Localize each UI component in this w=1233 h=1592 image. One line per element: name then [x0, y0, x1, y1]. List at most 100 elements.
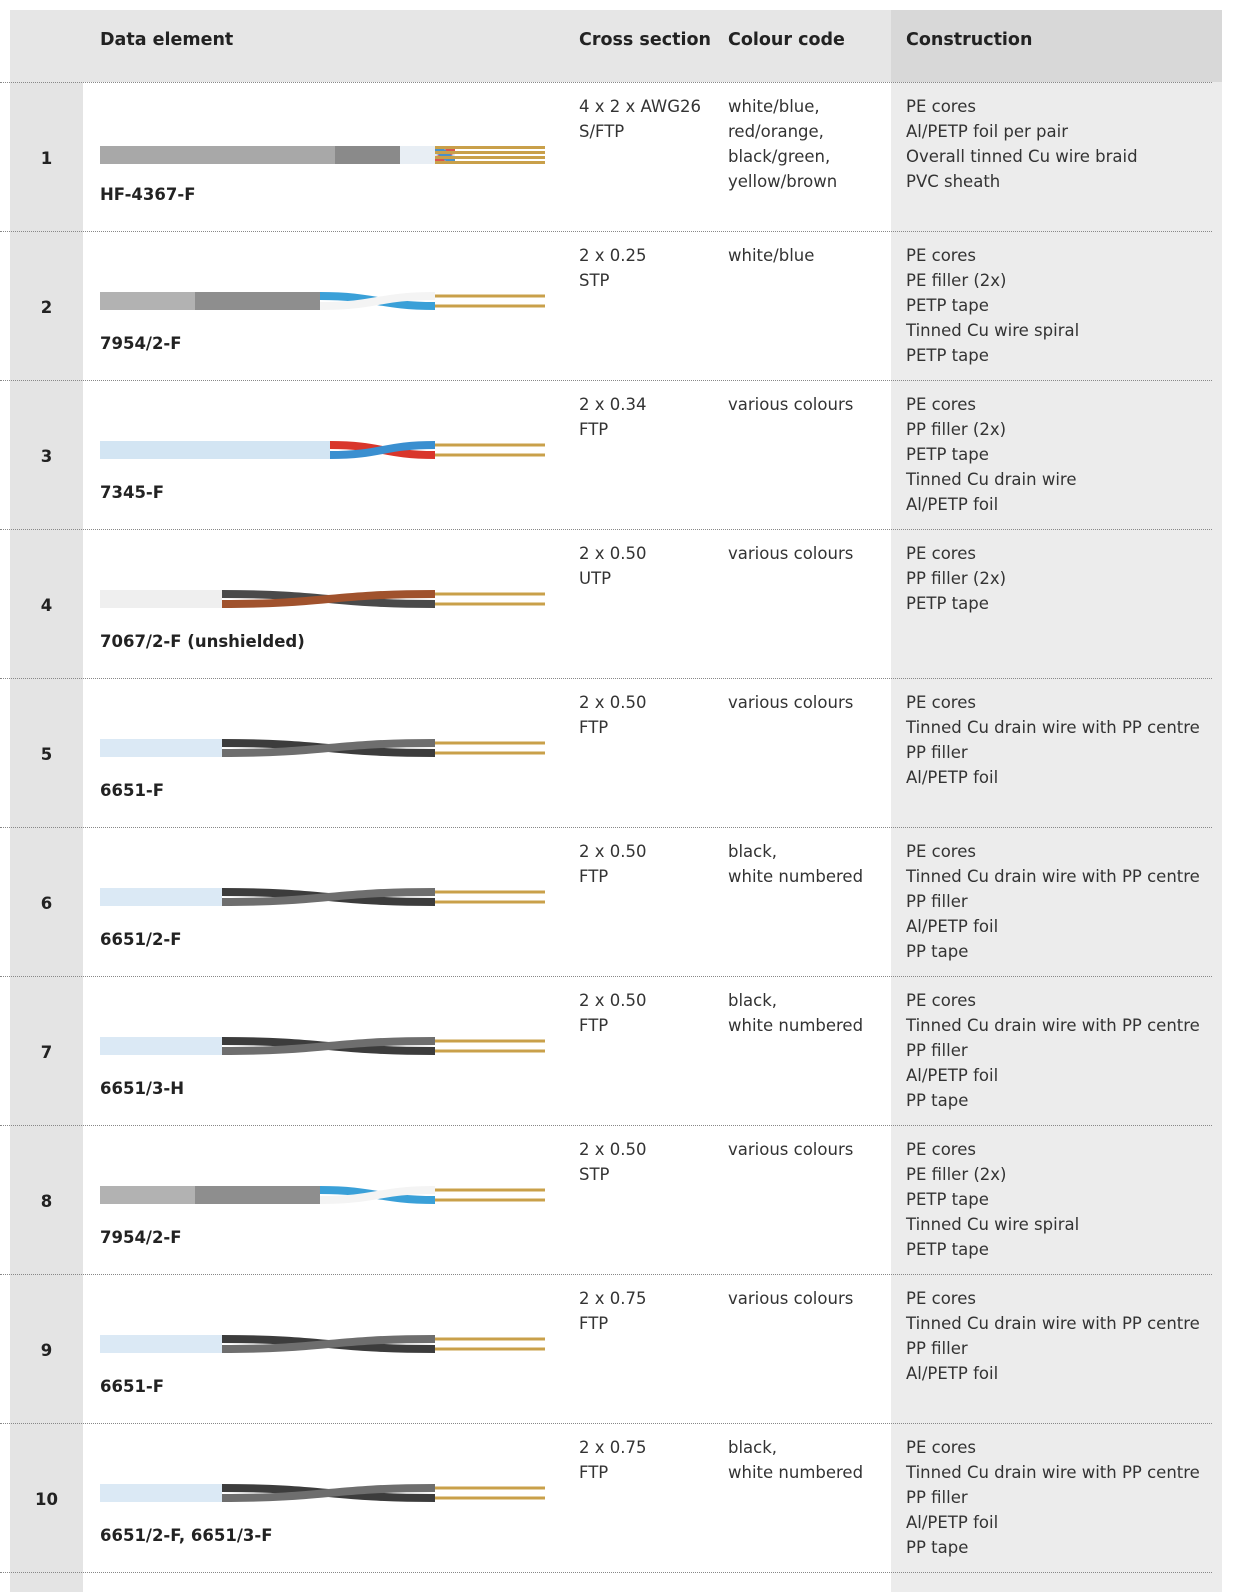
cable-part — [100, 1037, 222, 1055]
row-separator — [0, 1125, 1212, 1126]
cross-section-line: 2 x 0.50 — [579, 544, 647, 563]
cable-part — [434, 146, 456, 164]
colour-code-line: various colours — [728, 544, 854, 563]
cross-section-line: STP — [579, 1165, 610, 1184]
cross-section-line: 4 x 2 x AWG26 — [579, 97, 701, 116]
cross-section-line: 2 x 0.50 — [579, 991, 647, 1010]
cable-name: 6651/2-F — [100, 930, 182, 949]
construction-line: Tinned Cu wire spiral — [906, 321, 1080, 340]
construction-line: Tinned Cu drain wire with PP centre — [906, 1016, 1200, 1035]
colour-code-line: black, — [728, 1438, 778, 1457]
construction-line: Al/PETP foil per pair — [906, 122, 1069, 141]
construction-column-bg — [891, 82, 1222, 1592]
colour-code-line: white/blue — [728, 246, 815, 265]
cross-section-line: 2 x 0.75 — [579, 1438, 647, 1457]
row-number: 2 — [40, 298, 53, 317]
construction-line: Al/PETP foil — [906, 917, 999, 936]
cable-part — [100, 292, 195, 310]
row-number: 4 — [40, 596, 53, 615]
construction-line: PE cores — [906, 991, 976, 1010]
colour-code-line: various colours — [728, 1140, 854, 1159]
cable-part — [100, 146, 335, 164]
construction-line: PP filler — [906, 1339, 968, 1358]
construction-header-bg — [891, 10, 1222, 82]
construction-line: PP tape — [906, 1538, 969, 1557]
construction-line: PETP tape — [906, 445, 989, 464]
construction-line: PE cores — [906, 693, 976, 712]
cable-part — [100, 1484, 222, 1502]
cross-section-line: FTP — [579, 1314, 609, 1333]
cable-part — [221, 1037, 436, 1055]
row-number: 8 — [40, 1192, 53, 1211]
construction-line: Tinned Cu drain wire with PP centre — [906, 1463, 1200, 1482]
colour-code-line: black, — [728, 991, 778, 1010]
cable-part — [100, 1335, 222, 1353]
construction-line: PP filler (2x) — [906, 420, 1007, 439]
cross-section-line: 2 x 0.34 — [579, 395, 647, 414]
cable-name: 6651-F — [100, 781, 165, 800]
cable-part — [221, 739, 436, 757]
cable-part — [221, 1335, 436, 1353]
construction-line: PP filler — [906, 743, 968, 762]
row-number: 9 — [40, 1341, 53, 1360]
construction-line: PE cores — [906, 544, 976, 563]
cross-section-line: FTP — [579, 718, 609, 737]
colour-code-line: white numbered — [728, 867, 864, 886]
row-separator — [0, 82, 1212, 83]
column-header: Data element — [100, 30, 234, 50]
construction-line: Al/PETP foil — [906, 1364, 999, 1383]
cross-section-line: STP — [579, 271, 610, 290]
cable-part — [221, 1484, 436, 1502]
construction-line: PP filler — [906, 892, 968, 911]
construction-line: PVC sheath — [906, 172, 1001, 191]
construction-line: PE cores — [906, 97, 976, 116]
construction-line: PE cores — [906, 1289, 976, 1308]
construction-line: PP filler — [906, 1041, 968, 1060]
construction-line: PE filler (2x) — [906, 271, 1007, 290]
cable-name: 6651-F — [100, 1377, 165, 1396]
row-number: 7 — [40, 1043, 53, 1062]
colour-code-line: black, — [728, 842, 778, 861]
cable-part — [100, 590, 222, 608]
colour-code-line: white/blue, — [728, 97, 820, 116]
row-separator — [0, 380, 1212, 381]
cable-name: 6651/2-F, 6651/3-F — [100, 1526, 273, 1545]
number-column-bg — [10, 82, 83, 1592]
cross-section-line: 2 x 0.50 — [579, 842, 647, 861]
row-separator — [0, 976, 1212, 977]
cable-part — [221, 590, 436, 608]
column-header: Construction — [906, 30, 1033, 50]
construction-line: Overall tinned Cu wire braid — [906, 147, 1138, 166]
construction-line: Tinned Cu drain wire — [906, 470, 1077, 489]
row-separator — [0, 1572, 1212, 1573]
colour-code-line: black/green, — [728, 147, 831, 166]
colour-code-line: white numbered — [728, 1016, 864, 1035]
construction-line: PP filler (2x) — [906, 569, 1007, 588]
construction-line: PE cores — [906, 246, 976, 265]
construction-line: PETP tape — [906, 1240, 989, 1259]
cross-section-line: FTP — [579, 1016, 609, 1035]
column-header: Colour code — [728, 30, 845, 50]
cable-part — [100, 888, 222, 906]
cable-name: 7067/2-F (unshielded) — [100, 632, 305, 651]
row-separator — [0, 529, 1212, 530]
cross-section-line: 2 x 0.50 — [579, 1140, 647, 1159]
row-number: 10 — [35, 1490, 58, 1509]
construction-line: Tinned Cu drain wire with PP centre — [906, 1314, 1200, 1333]
colour-code-line: red/orange, — [728, 122, 824, 141]
cross-section-line: FTP — [579, 420, 609, 439]
construction-line: PP tape — [906, 1091, 969, 1110]
construction-line: Al/PETP foil — [906, 495, 999, 514]
column-header: Cross section — [579, 30, 711, 50]
cable-part — [195, 1186, 320, 1204]
construction-line: PE cores — [906, 1438, 976, 1457]
cross-section-line: 2 x 0.25 — [579, 246, 647, 265]
row-separator — [0, 1423, 1212, 1424]
cable-name: HF-4367-F — [100, 185, 196, 204]
construction-line: Al/PETP foil — [906, 1066, 999, 1085]
row-number: 1 — [40, 149, 53, 168]
construction-line: Tinned Cu wire spiral — [906, 1215, 1080, 1234]
row-separator — [0, 678, 1212, 679]
